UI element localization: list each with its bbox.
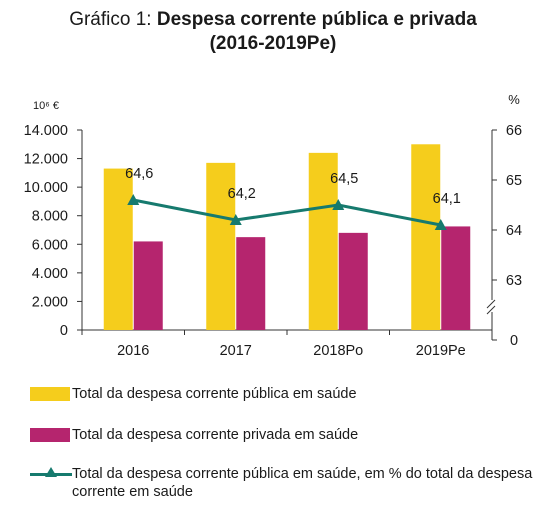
chart-title: Gráfico 1: Despesa corrente pública e pr…	[0, 8, 546, 56]
legend-swatch-private	[30, 428, 70, 442]
line-percent-marker	[127, 194, 140, 205]
left-axis-tick-label: 12.000	[24, 152, 68, 168]
bar-public	[308, 152, 338, 330]
bar-public	[103, 168, 133, 330]
left-axis-tick-label: 8.000	[32, 209, 68, 225]
left-axis-tick-label: 0	[60, 323, 68, 339]
left-axis-tick-label: 6.000	[32, 237, 68, 253]
legend-line-percent	[30, 465, 72, 483]
x-axis-category-label: 2019Pe	[416, 343, 466, 359]
left-axis-tick-label: 2.000	[32, 294, 68, 310]
legend-label-private: Total da despesa corrente privada em saú…	[72, 427, 359, 443]
right-axis-tick-label: 65	[506, 173, 522, 189]
chart-title-prefix: Gráfico 1:	[69, 9, 157, 30]
right-axis-zero-label: 0	[510, 333, 518, 349]
line-percent-marker	[434, 219, 447, 230]
bar-private	[338, 232, 368, 330]
right-axis-tick-label: 66	[506, 123, 522, 139]
left-axis-tick-label: 4.000	[32, 266, 68, 282]
chart-title-line1: Despesa corrente pública e privada	[156, 9, 477, 30]
right-axis-tick-label: 64	[506, 223, 522, 239]
x-axis-category-label: 2017	[220, 343, 252, 359]
left-axis-tick-label: 10.000	[24, 180, 68, 196]
left-axis-tick-label: 14.000	[24, 123, 68, 139]
bar-public	[411, 144, 441, 330]
line-percent-marker	[332, 199, 345, 210]
bar-private	[236, 237, 266, 330]
right-axis-break-mark	[486, 305, 496, 315]
x-axis-category-label: 2016	[117, 343, 149, 359]
x-axis-category-label: 2018Po	[313, 343, 363, 359]
right-axis-unit: %	[508, 92, 520, 107]
line-percent-data-label: 64,2	[228, 186, 256, 202]
line-percent-data-label: 64,1	[433, 191, 461, 207]
legend-swatch-public	[30, 387, 70, 401]
legend-label-public: Total da despesa corrente pública em saú…	[72, 386, 357, 402]
chart-title-line2: (2016-2019Pe)	[209, 33, 337, 54]
line-percent-series	[132, 198, 442, 227]
line-percent-data-label: 64,6	[125, 166, 153, 182]
bar-private	[133, 241, 163, 330]
bar-public	[206, 162, 236, 330]
right-axis-break-mark	[486, 299, 496, 309]
right-axis-tick-label: 63	[506, 273, 522, 289]
bar-private	[441, 226, 471, 330]
line-percent-marker	[229, 214, 242, 225]
legend-label-percent: Total da despesa corrente pública em saú…	[72, 466, 533, 500]
line-percent-data-label: 64,5	[330, 171, 358, 187]
left-axis-unit: 10⁶ €	[33, 100, 59, 112]
